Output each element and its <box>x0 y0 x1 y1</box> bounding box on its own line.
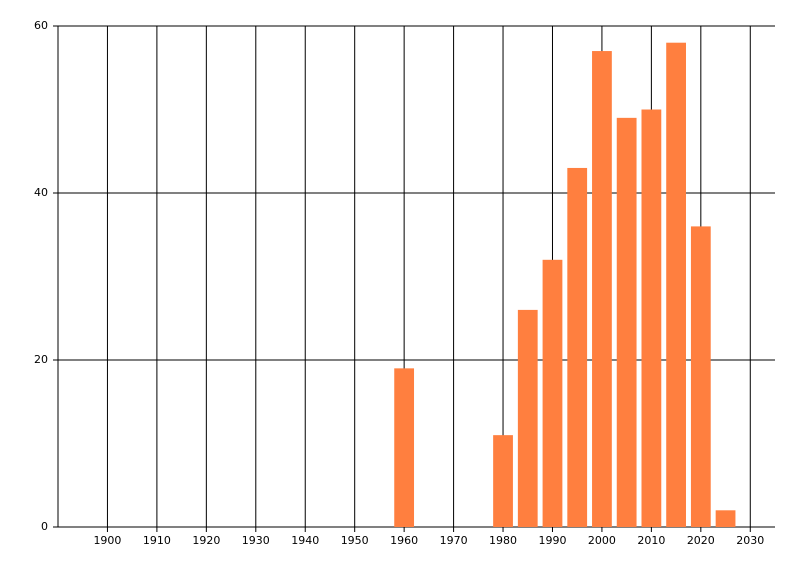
y-tick-label: 20 <box>34 353 48 366</box>
x-tick-label: 1930 <box>242 534 270 547</box>
x-tick-label: 2000 <box>588 534 616 547</box>
bar <box>542 259 563 527</box>
x-tick-label: 1990 <box>538 534 566 547</box>
x-tick-label: 2010 <box>637 534 665 547</box>
x-tick-label: 1970 <box>440 534 468 547</box>
x-tick-label: 2020 <box>687 534 715 547</box>
x-tick-label: 1910 <box>143 534 171 547</box>
y-tick-label: 60 <box>34 19 48 32</box>
x-tick-label: 1950 <box>341 534 369 547</box>
x-tick-label: 2030 <box>736 534 764 547</box>
x-tick-label: 1920 <box>192 534 220 547</box>
y-tick-label: 0 <box>41 520 48 533</box>
x-tick-label: 1980 <box>489 534 517 547</box>
y-tick-label: 40 <box>34 186 48 199</box>
bar <box>690 226 711 527</box>
x-tick-label: 1960 <box>390 534 418 547</box>
bar <box>517 309 538 527</box>
bar <box>493 435 513 527</box>
bar <box>567 167 588 527</box>
bar <box>616 117 637 527</box>
bar <box>715 510 736 527</box>
bar <box>592 51 612 528</box>
bar <box>641 109 662 527</box>
x-tick-label: 1900 <box>93 534 121 547</box>
bar <box>666 42 686 527</box>
x-tick-label: 1940 <box>291 534 319 547</box>
bar <box>394 368 415 527</box>
